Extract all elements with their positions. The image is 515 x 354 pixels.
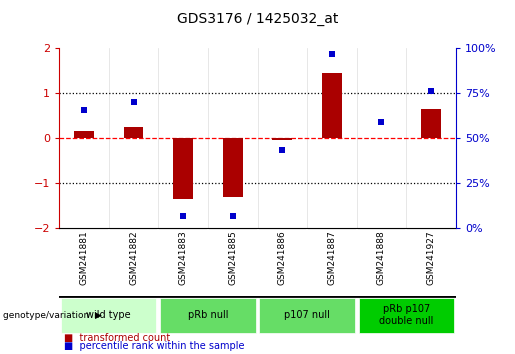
Point: [129, 99, 138, 105]
FancyBboxPatch shape: [358, 298, 454, 333]
Text: genotype/variation  ▶: genotype/variation ▶: [3, 310, 101, 320]
FancyBboxPatch shape: [260, 298, 355, 333]
Text: GSM241882: GSM241882: [129, 230, 138, 285]
Text: pRb p107
double null: pRb p107 double null: [379, 304, 434, 326]
FancyBboxPatch shape: [61, 298, 157, 333]
Point: [328, 51, 336, 57]
Bar: [124, 127, 144, 138]
Text: GSM241927: GSM241927: [426, 230, 436, 285]
Text: pRb null: pRb null: [187, 310, 228, 320]
Text: GSM241888: GSM241888: [377, 230, 386, 285]
Text: GSM241887: GSM241887: [328, 230, 336, 285]
Point: [80, 107, 88, 113]
Text: p107 null: p107 null: [284, 310, 330, 320]
FancyBboxPatch shape: [160, 298, 255, 333]
Bar: [272, 138, 292, 140]
Bar: [74, 131, 94, 138]
Point: [229, 213, 237, 218]
Point: [377, 119, 386, 125]
Text: GSM241881: GSM241881: [79, 230, 89, 285]
Point: [278, 147, 286, 153]
Text: GSM241883: GSM241883: [179, 230, 187, 285]
Bar: [173, 138, 193, 199]
Point: [427, 88, 435, 93]
Text: GSM241886: GSM241886: [278, 230, 287, 285]
Bar: [421, 109, 441, 138]
Text: wild type: wild type: [87, 310, 131, 320]
Text: ■  transformed count: ■ transformed count: [64, 333, 170, 343]
Bar: [322, 73, 342, 138]
Text: GSM241885: GSM241885: [228, 230, 237, 285]
Text: ■  percentile rank within the sample: ■ percentile rank within the sample: [64, 341, 245, 351]
Point: [179, 213, 187, 218]
Bar: [223, 138, 243, 197]
Text: GDS3176 / 1425032_at: GDS3176 / 1425032_at: [177, 12, 338, 27]
